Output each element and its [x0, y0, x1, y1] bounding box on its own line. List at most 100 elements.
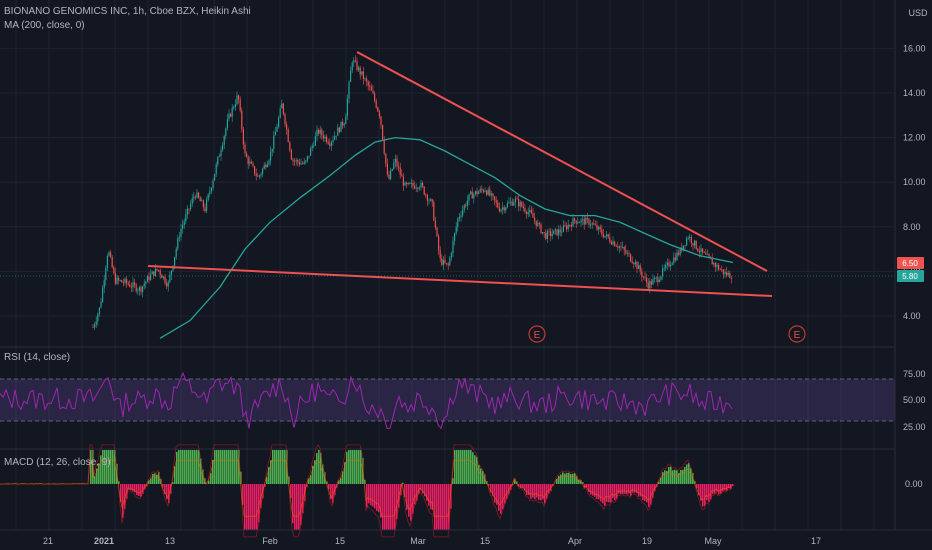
candle — [719, 269, 721, 271]
candle — [582, 218, 584, 220]
candle — [545, 232, 547, 240]
macd-bar — [232, 450, 234, 484]
time-tick: Mar — [410, 536, 426, 546]
macd-bar — [410, 484, 412, 521]
candle — [97, 314, 99, 322]
candle — [350, 70, 352, 82]
candle — [430, 199, 432, 201]
candle — [673, 257, 675, 264]
macd-bar — [468, 450, 470, 484]
candle — [308, 155, 310, 157]
time-axis[interactable]: 21 2021 13 Feb 15 Mar 15 Apr 19 May 17 — [43, 536, 821, 546]
candle — [566, 225, 568, 230]
candle — [327, 142, 329, 144]
macd-bar — [448, 484, 450, 530]
candle — [666, 262, 668, 265]
candle — [652, 279, 654, 285]
ma-label[interactable]: MA (200, close, 0) — [4, 20, 85, 31]
candle — [370, 87, 372, 91]
earnings-marker[interactable]: E — [788, 325, 806, 343]
candle — [182, 225, 184, 229]
macd-bar — [438, 484, 440, 530]
macd-bar — [226, 450, 228, 484]
macd-bar — [370, 484, 372, 506]
candle — [214, 173, 216, 181]
candle — [535, 220, 537, 226]
macd-bar — [390, 484, 392, 530]
macd-bar — [568, 472, 570, 484]
candle — [230, 113, 232, 117]
macd-bar — [178, 450, 180, 484]
candle — [399, 167, 401, 175]
macd-bar — [124, 484, 126, 509]
candle — [422, 182, 424, 187]
macd-bar — [520, 484, 522, 489]
candle — [657, 277, 659, 282]
candle — [340, 121, 342, 132]
candle — [217, 156, 219, 165]
candle — [167, 282, 169, 287]
macd-bar — [360, 450, 362, 484]
candle — [103, 280, 105, 288]
candle — [356, 61, 358, 70]
candle — [162, 276, 164, 278]
candle — [658, 279, 660, 282]
candle — [126, 278, 128, 284]
candle — [586, 217, 588, 220]
candle — [703, 252, 705, 253]
candle — [374, 93, 376, 101]
candle — [489, 189, 491, 196]
time-tick: 15 — [335, 536, 345, 546]
candle — [524, 208, 526, 212]
candle — [551, 234, 553, 236]
candle — [583, 218, 585, 225]
macd-bar — [312, 465, 314, 484]
macd-bar — [496, 484, 498, 505]
candle — [290, 150, 292, 160]
macd-bar — [270, 460, 272, 484]
candle — [377, 107, 379, 112]
candle — [558, 229, 560, 236]
macd-pane[interactable] — [0, 444, 734, 538]
signal-line — [0, 459, 733, 517]
candle — [442, 259, 444, 265]
macd-bar — [712, 484, 714, 494]
macd-bar — [630, 484, 632, 497]
candle — [564, 225, 566, 227]
candle — [526, 211, 528, 215]
macd-bar — [316, 453, 318, 484]
macd-bar — [566, 472, 568, 484]
candle — [660, 276, 662, 280]
candle — [100, 301, 102, 308]
symbol-title[interactable]: BIONANO GENOMICS INC, 1h, Cboe BZX, Heik… — [4, 6, 251, 17]
macd-bar — [596, 484, 598, 499]
price-pane[interactable]: E E — [0, 51, 895, 343]
candle — [630, 254, 632, 262]
macd-bar — [528, 484, 530, 496]
macd-bar — [230, 450, 232, 484]
candle — [465, 205, 467, 207]
earnings-marker[interactable]: E — [528, 325, 546, 343]
macd-bar — [190, 450, 192, 484]
candle — [286, 124, 288, 130]
macd-bar — [452, 478, 454, 484]
candle — [212, 180, 214, 188]
macd-bar — [716, 484, 718, 492]
candle — [580, 219, 582, 223]
candle — [714, 263, 716, 267]
upper-trendline[interactable] — [356, 51, 768, 272]
macd-label[interactable]: MACD (12, 26, close, 9) — [4, 457, 111, 468]
macd-bar — [280, 450, 282, 484]
candle — [398, 166, 400, 168]
lower-trendline[interactable] — [147, 265, 773, 297]
candle — [170, 270, 172, 276]
macd-bar — [698, 484, 700, 496]
rsi-pane[interactable] — [0, 371, 895, 430]
macd-bar — [264, 484, 266, 487]
candle — [497, 202, 499, 208]
macd-bar — [176, 451, 178, 484]
macd-bar — [404, 484, 406, 498]
macd-bar — [422, 484, 424, 494]
rsi-label[interactable]: RSI (14, close) — [4, 352, 71, 363]
